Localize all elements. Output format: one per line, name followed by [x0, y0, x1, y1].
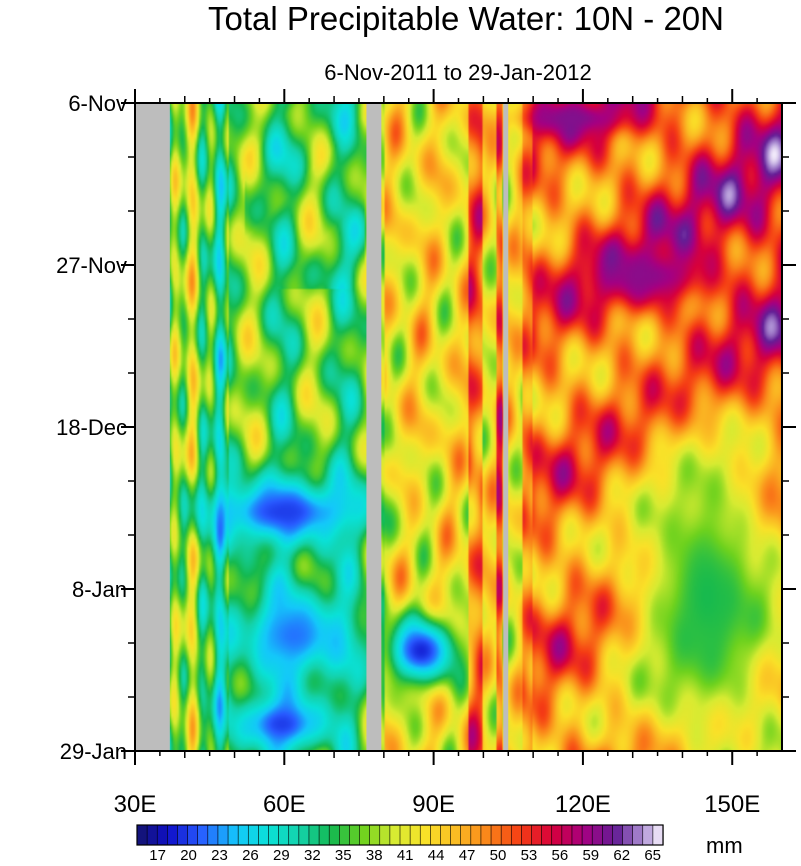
- colorbar-label-7: 38: [366, 847, 383, 864]
- colorbar-box-3: [167, 824, 179, 846]
- colorbar-box-1: [146, 824, 158, 846]
- colorbar-box-7: [207, 824, 219, 846]
- colorbar-box-48: [622, 824, 634, 846]
- colorbar-box-41: [551, 824, 563, 846]
- colorbar-label-5: 32: [304, 847, 321, 864]
- colorbar-label-8: 41: [397, 847, 414, 864]
- colorbar-box-38: [521, 824, 533, 846]
- chart-title: Total Precipitable Water: 10N - 20N: [208, 0, 724, 37]
- colorbar-box-43: [571, 824, 583, 846]
- colorbar-label-2: 23: [211, 847, 228, 864]
- colorbar-box-33: [470, 824, 482, 846]
- colorbar-units: mm: [706, 833, 743, 858]
- y-tick-label-1: 27-Nov: [56, 253, 127, 278]
- colorbar-label-11: 50: [490, 847, 507, 864]
- colorbar-label-0: 17: [149, 847, 166, 864]
- colorbar-box-12: [258, 824, 270, 846]
- colorbar-box-15: [288, 824, 300, 846]
- y-axis: 6-Nov 27-Nov 18-Dec 8-Jan 29-Jan: [56, 91, 796, 764]
- colorbar-label-6: 35: [335, 847, 352, 864]
- colorbar-box-51: [652, 824, 664, 846]
- colorbar-box-11: [247, 824, 259, 846]
- colorbar-box-4: [177, 824, 189, 846]
- x-tick-label-0: 30E: [114, 791, 157, 818]
- colorbar-label-1: 20: [180, 847, 197, 864]
- colorbar-box-28: [419, 824, 431, 846]
- colorbar-box-29: [430, 824, 442, 846]
- colorbar-box-20: [339, 824, 351, 846]
- missing-band-1: [135, 103, 170, 751]
- colorbar-box-35: [490, 824, 502, 846]
- colorbar-box-16: [298, 824, 310, 846]
- colorbar-box-26: [399, 824, 411, 846]
- missing-band-3: [503, 103, 509, 751]
- colorbar-box-40: [541, 824, 553, 846]
- missing-band-2: [366, 103, 382, 751]
- colorbar-label-10: 47: [459, 847, 476, 864]
- colorbar-box-50: [642, 824, 654, 846]
- y-tick-label-0: 6-Nov: [68, 91, 127, 116]
- colorbar-box-24: [379, 824, 391, 846]
- colorbar-box-23: [369, 824, 381, 846]
- chart-subtitle: 6-Nov-2011 to 29-Jan-2012: [324, 60, 591, 85]
- colorbar-label-13: 56: [552, 847, 569, 864]
- colorbar-label-3: 26: [242, 847, 259, 864]
- colorbar-box-0: [136, 824, 148, 846]
- y-tick-label-2: 18-Dec: [56, 415, 127, 440]
- precipitable-water-field: [135, 103, 782, 751]
- colorbar-box-25: [389, 824, 401, 846]
- colorbar-box-18: [318, 824, 330, 846]
- colorbar-box-31: [450, 824, 462, 846]
- colorbar-box-13: [268, 824, 280, 846]
- colorbar-label-16: 65: [644, 847, 661, 864]
- colorbar-box-5: [187, 824, 199, 846]
- y-tick-label-3: 8-Jan: [72, 577, 127, 602]
- colorbar-label-12: 53: [521, 847, 538, 864]
- x-tick-label-3: 120E: [555, 791, 611, 818]
- colorbar-box-39: [531, 824, 543, 846]
- colorbar-box-36: [500, 824, 512, 846]
- x-axis: 30E 60E 90E 120E 150E: [114, 89, 760, 818]
- colorbar-box-30: [440, 824, 452, 846]
- colorbar-box-42: [561, 824, 573, 846]
- colorbar-label-4: 29: [273, 847, 290, 864]
- colorbar: 17 20 23 26 29 32 35 38 41 44 47 50 53 56 59 62 65: [136, 824, 664, 864]
- colorbar-label-15: 62: [613, 847, 630, 864]
- colorbar-box-6: [197, 824, 209, 846]
- missing-data-bands: [135, 103, 509, 751]
- colorbar-frame: [136, 824, 664, 846]
- colorbar-box-44: [581, 824, 593, 846]
- plot-area: [135, 103, 782, 751]
- x-tick-label-2: 90E: [412, 791, 455, 818]
- colorbar-box-8: [217, 824, 229, 846]
- y-tick-label-4: 29-Jan: [60, 739, 127, 764]
- colorbar-label-9: 44: [428, 847, 445, 864]
- colorbar-box-9: [227, 824, 239, 846]
- colorbar-box-34: [480, 824, 492, 846]
- colorbar-box-2: [156, 824, 168, 846]
- colorbar-box-10: [237, 824, 249, 846]
- colorbar-label-14: 59: [582, 847, 599, 864]
- colorbar-box-22: [359, 824, 371, 846]
- x-tick-label-4: 150E: [704, 791, 760, 818]
- x-tick-label-1: 60E: [263, 791, 306, 818]
- colorbar-box-32: [460, 824, 472, 846]
- colorbar-box-47: [612, 824, 624, 846]
- colorbar-box-49: [632, 824, 644, 846]
- colorbar-box-46: [602, 824, 614, 846]
- colorbar-box-21: [349, 824, 361, 846]
- colorbar-box-19: [328, 824, 340, 846]
- colorbar-box-14: [278, 824, 290, 846]
- colorbar-box-37: [510, 824, 522, 846]
- colorbar-box-45: [591, 824, 603, 846]
- colorbar-box-17: [308, 824, 320, 846]
- colorbar-box-27: [409, 824, 421, 846]
